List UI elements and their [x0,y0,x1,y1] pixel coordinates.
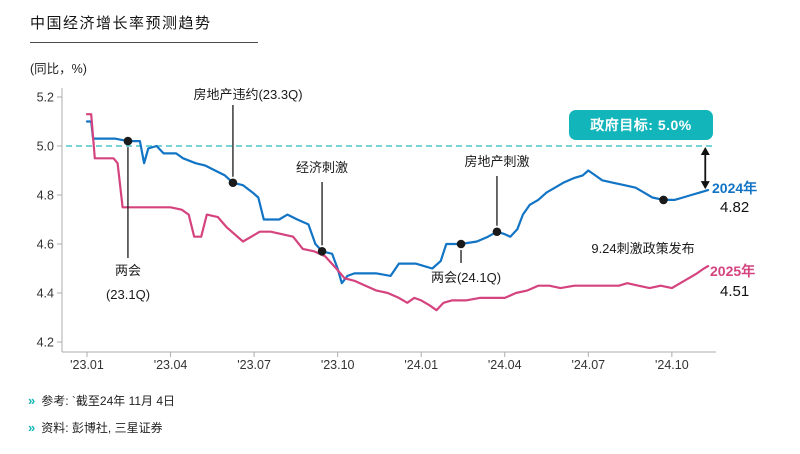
footnote-source: » 资料: 彭博社, 三星证券 [28,419,163,436]
y-tick-label: 4.2 [37,336,54,350]
x-tick-label: '23.04 [154,358,188,372]
series-label-2024: 2024年 [712,180,758,196]
footnote-source-text: 资料: 彭博社, 三星证券 [41,421,163,435]
annotation-text: 经济刺激 [295,160,348,175]
series-label-2025: 2025年 [710,263,756,279]
government-target-label: 政府目标: 5.0% [590,117,692,133]
annotation-text: 9.24刺激政策发布 [591,241,695,256]
x-tick-label: '24.01 [404,358,438,372]
chevron-bullet-icon: » [28,393,36,408]
y-tick-label: 4.4 [37,287,54,301]
y-tick-label: 4.6 [37,238,54,252]
x-tick-label: '23.01 [70,358,104,372]
annotation-property-stimulus: 房地产刺激 [444,150,550,174]
annotation-marker-dot [659,195,668,205]
annotation-text: 房地产刺激 [464,154,530,169]
annotation-property-default: 房地产违约(23.3Q) [146,83,350,107]
series-line-2025年 [85,113,710,312]
series-line-2024年 [85,120,710,285]
government-target-badge: 政府目标: 5.0% [569,110,713,140]
y-tick-label: 5.2 [37,91,54,105]
x-tick-label: '23.10 [321,358,355,372]
annotation-two-sessions-24: 两会(24.1Q) [406,266,526,290]
footnote-reference: » 参考: `截至24年 11月 4日 [28,392,175,409]
annotation-two-sessions-23: 两会 (23.1Q) [91,259,165,307]
annotation-marker-dot [317,247,327,256]
annotation-marker-dot [492,227,502,237]
annotation-text: (23.1Q) [105,287,151,302]
y-tick-label: 5.0 [37,140,54,154]
annotation-marker-dot [456,239,466,249]
series-end-value-2024: 4.82 [720,199,750,216]
annotation-text: 两会 [114,263,141,278]
y-axis-unit-label: (同比，%) [30,62,87,76]
gap-arrow-head-up [700,147,710,155]
x-tick-label: '24.04 [488,358,522,372]
x-tick-label: '24.10 [655,358,689,372]
page-title: 中国经济增长率预测趋势 [30,12,258,43]
annotation-text: 两会(24.1Q) [430,270,502,285]
x-tick-label: '23.07 [237,358,271,372]
annotation-text: 房地产违约(23.3Q) [193,87,303,102]
chevron-bullet-icon: » [28,420,36,435]
series-end-value-2025: 4.51 [720,283,750,300]
annotation-marker-dot [228,178,238,188]
annotation-marker-dot [123,136,133,146]
y-tick-label: 4.8 [37,189,54,203]
annotation-economic-stimulus: 经济刺激 [277,156,367,180]
x-tick-label: '24.07 [571,358,605,372]
gap-arrow-head-down [700,181,710,190]
footnote-reference-text: 参考: `截至24年 11月 4日 [41,394,176,408]
annotation-sep24-policy: 9.24刺激政策发布 [570,237,716,261]
